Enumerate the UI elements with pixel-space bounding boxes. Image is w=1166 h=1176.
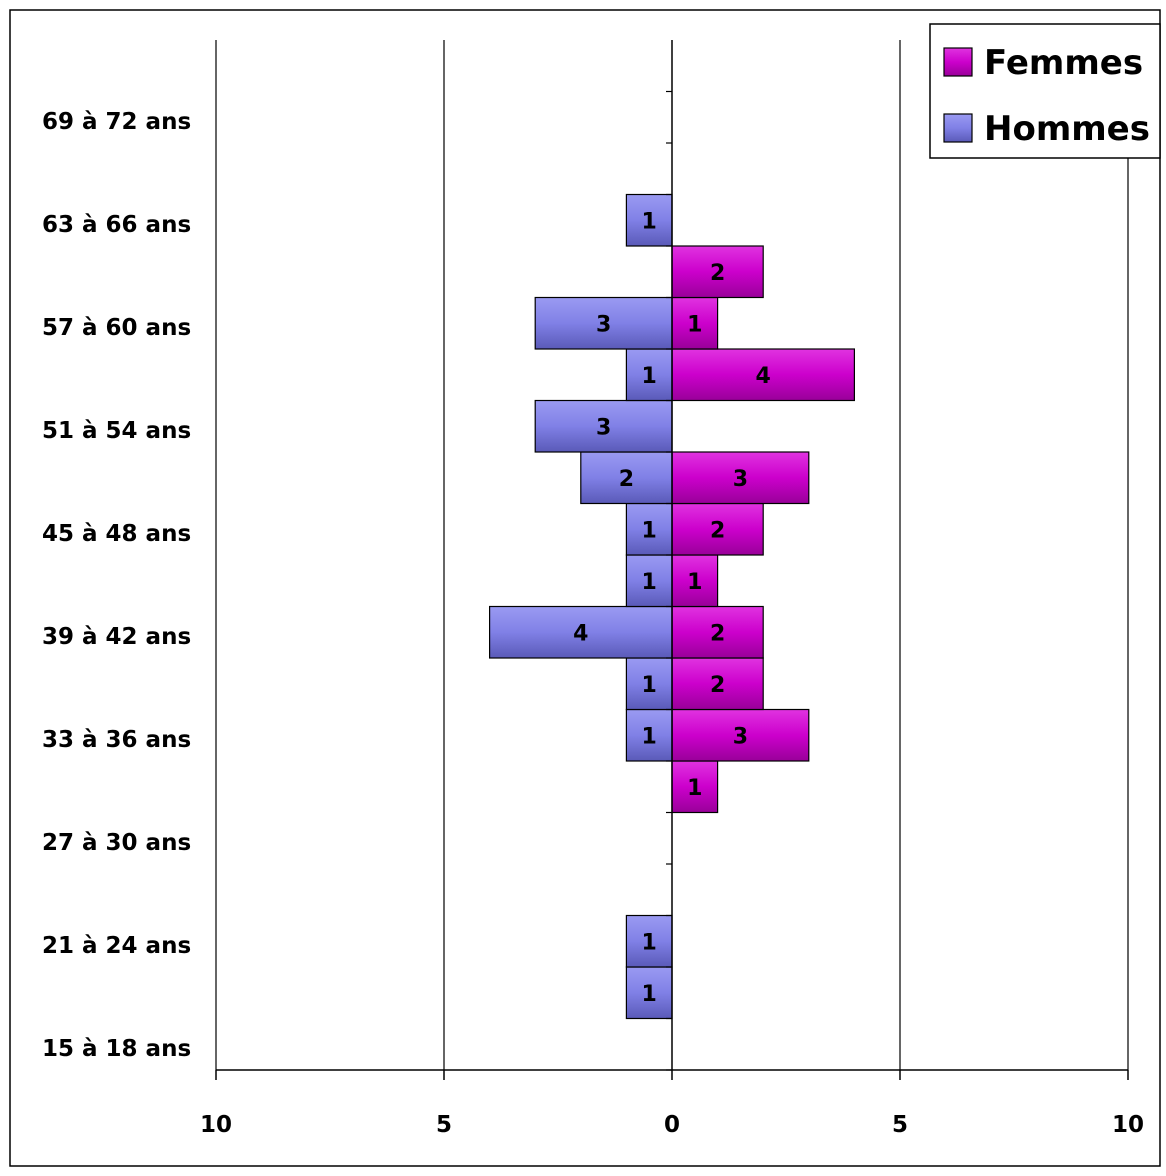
data-label-hommes-6: 1 — [642, 724, 657, 749]
data-label-femmes-15: 2 — [710, 261, 725, 286]
data-label-femmes-10: 2 — [710, 518, 725, 543]
y-tick-label-2: 21 à 24 ans — [42, 933, 191, 959]
data-label-hommes-12: 3 — [596, 415, 611, 440]
bar-hommes-11 — [580, 451, 673, 505]
x-tick-label-4: 10 — [1112, 1112, 1144, 1138]
legend: Femmes Hommes — [929, 23, 1161, 159]
data-label-hommes-11: 2 — [619, 467, 634, 492]
y-tick-label-6: 33 à 36 ans — [42, 727, 191, 753]
data-label-hommes-16: 1 — [642, 209, 657, 234]
data-label-femmes-9: 1 — [687, 570, 702, 595]
x-tick-label-0: 10 — [200, 1112, 232, 1138]
bar-femmes-13 — [671, 348, 855, 402]
bar-hommes-14 — [534, 296, 673, 350]
legend-label-femmes: Femmes — [984, 43, 1143, 83]
data-label-hommes-9: 1 — [642, 570, 657, 595]
data-label-femmes-8: 2 — [710, 621, 725, 646]
data-label-hommes-1: 1 — [642, 982, 657, 1007]
data-label-hommes-10: 1 — [642, 518, 657, 543]
legend-label-hommes: Hommes — [984, 109, 1150, 149]
y-tick-label-10: 45 à 48 ans — [42, 521, 191, 547]
data-label-femmes-5: 1 — [687, 776, 702, 801]
data-label-femmes-14: 1 — [687, 312, 702, 337]
y-tick-label-12: 51 à 54 ans — [42, 418, 191, 444]
data-label-hommes-13: 1 — [642, 364, 657, 389]
legend-swatch-hommes — [943, 113, 973, 143]
bar-hommes-2 — [625, 914, 673, 968]
bar-hommes-6 — [625, 708, 673, 762]
data-label-hommes-2: 1 — [642, 930, 657, 955]
bar-hommes-1 — [625, 966, 673, 1020]
data-label-hommes-14: 3 — [596, 312, 611, 337]
data-label-femmes-7: 2 — [710, 673, 725, 698]
y-tick-label-8: 39 à 42 ans — [42, 624, 191, 650]
y-tick-label-0: 15 à 18 ans — [42, 1036, 191, 1062]
bar-femmes-15 — [671, 245, 764, 299]
data-label-femmes-13: 4 — [756, 364, 771, 389]
data-label-hommes-8: 4 — [573, 621, 588, 646]
bar-femmes-6 — [671, 708, 810, 762]
bar-femmes-14 — [671, 296, 719, 350]
data-label-femmes-11: 3 — [733, 467, 748, 492]
y-tick-label-18: 69 à 72 ans — [42, 109, 191, 135]
x-tick-label-1: 5 — [436, 1112, 452, 1138]
y-tick-label-4: 27 à 30 ans — [42, 830, 191, 856]
y-tick-label-16: 63 à 66 ans — [42, 212, 191, 238]
data-label-femmes-6: 3 — [733, 724, 748, 749]
chart-border — [9, 9, 1161, 1167]
x-tick-label-3: 5 — [892, 1112, 908, 1138]
y-tick-label-14: 57 à 60 ans — [42, 315, 191, 341]
x-tick-label-2: 0 — [664, 1112, 680, 1138]
bar-femmes-5 — [671, 760, 719, 814]
bar-hommes-13 — [625, 348, 673, 402]
bar-hommes-12 — [534, 399, 673, 453]
data-label-hommes-7: 1 — [642, 673, 657, 698]
bar-hommes-16 — [625, 193, 673, 247]
legend-swatch-femmes — [943, 47, 973, 77]
bar-femmes-11 — [671, 451, 810, 505]
